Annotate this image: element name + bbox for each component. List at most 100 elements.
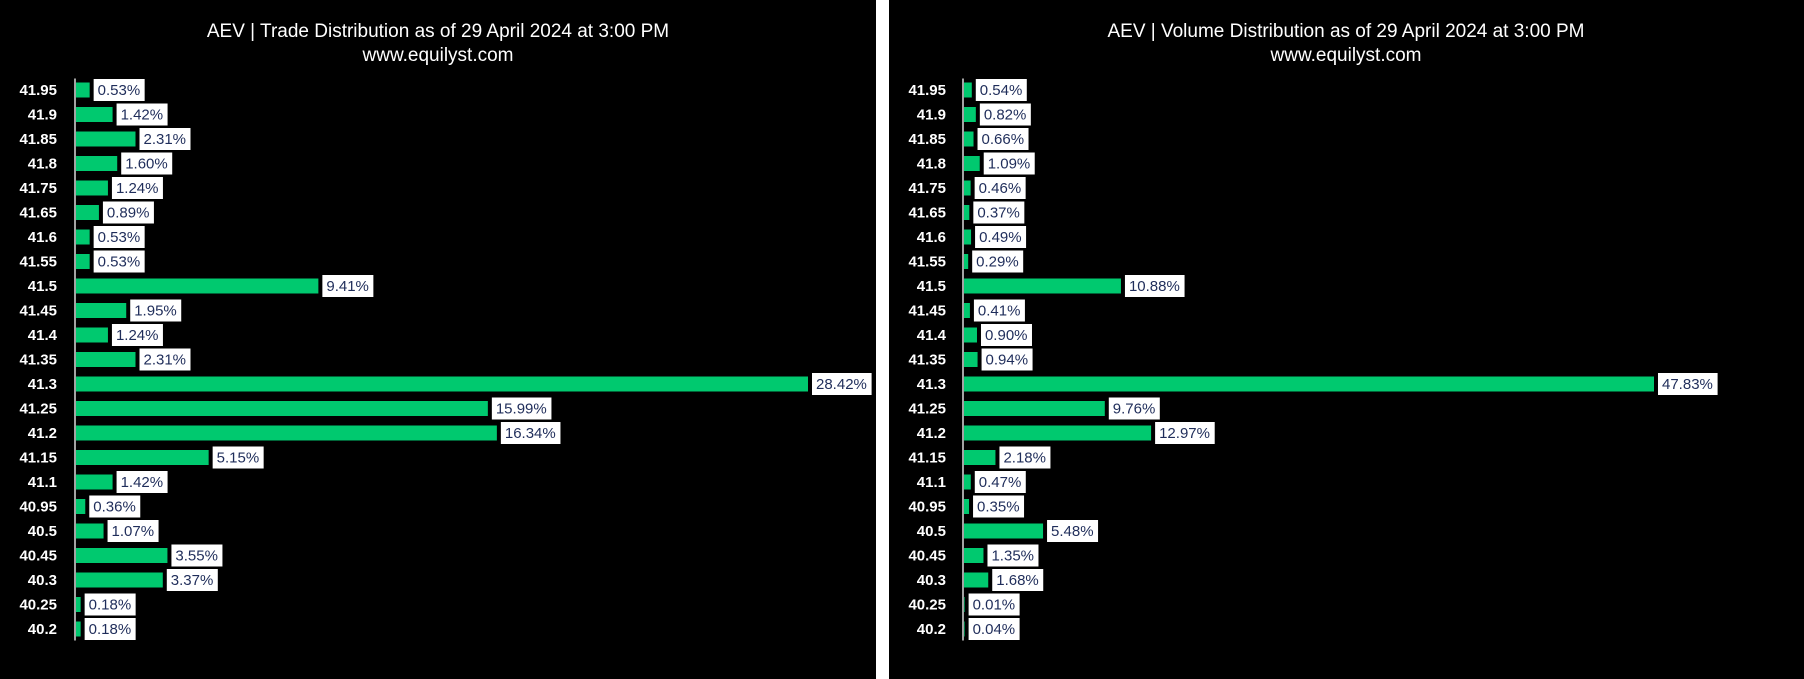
bar [964, 548, 984, 563]
bar [964, 499, 970, 514]
data-label-box [973, 299, 1025, 322]
category-label: 41.9 [917, 107, 946, 124]
bar [964, 131, 974, 147]
bar [964, 450, 996, 465]
data-label-box [1108, 397, 1160, 420]
data-label: 0.29% [976, 254, 1019, 271]
data-label: 0.53% [98, 82, 141, 99]
data-label: 16.34% [505, 425, 556, 442]
bar [76, 303, 127, 318]
data-label: 0.94% [986, 352, 1029, 369]
category-label: 40.25 [908, 597, 946, 614]
data-label-box [93, 250, 145, 273]
bar [76, 621, 81, 637]
data-label-box [139, 348, 191, 371]
bar [964, 523, 1044, 539]
data-label: 47.83% [1662, 376, 1713, 393]
data-label: 0.47% [979, 474, 1022, 491]
category-label: 41.8 [28, 156, 57, 173]
category-label: 41.3 [28, 376, 57, 393]
bar [76, 229, 90, 245]
bar [964, 376, 1654, 392]
data-label: 1.24% [116, 180, 159, 197]
bar [964, 303, 970, 318]
category-label: 41.6 [917, 229, 946, 246]
bar [76, 254, 90, 269]
data-label-box [491, 397, 552, 420]
data-label: 0.66% [982, 131, 1025, 148]
data-label: 0.53% [98, 254, 141, 271]
bar [964, 474, 971, 490]
category-label: 41.55 [19, 254, 57, 271]
data-label: 0.18% [89, 597, 132, 614]
data-label-box [973, 201, 1025, 224]
data-label-box [983, 152, 1035, 175]
data-label: 28.42% [816, 376, 867, 393]
data-label: 1.60% [125, 156, 168, 173]
category-label: 41.45 [19, 303, 57, 320]
data-label: 9.41% [326, 278, 369, 295]
data-label: 1.42% [121, 474, 164, 491]
trade-distribution-panel: AEV | Trade Distribution as of 29 April … [0, 0, 876, 679]
data-label-box [93, 226, 145, 248]
category-label: 41.85 [908, 131, 946, 148]
category-label: 41.9 [28, 107, 57, 124]
category-label: 41.25 [908, 401, 946, 418]
trade-distribution-chart: AEV | Trade Distribution as of 29 April … [19, 21, 872, 641]
category-label: 41.15 [19, 450, 57, 467]
category-label: 41.1 [28, 474, 57, 491]
data-label: 0.89% [107, 205, 150, 222]
data-label-box [102, 201, 154, 224]
data-label-box [979, 103, 1031, 126]
bar [76, 401, 488, 416]
data-label: 5.48% [1051, 523, 1094, 540]
data-label-box [116, 103, 168, 126]
data-label-box [974, 471, 1026, 493]
category-label: 41.2 [28, 425, 57, 442]
data-label-box [107, 520, 159, 542]
bar [76, 107, 113, 122]
category-label: 40.25 [19, 597, 57, 614]
category-label: 41.4 [917, 327, 947, 344]
data-label-box [974, 177, 1026, 199]
data-label: 0.18% [89, 621, 132, 638]
data-label-box [987, 544, 1039, 567]
data-label: 0.37% [977, 205, 1020, 222]
data-label-box [975, 226, 1027, 248]
category-label: 41.85 [19, 131, 57, 148]
bar [964, 278, 1121, 294]
chart-subtitle: www.equilyst.com [1270, 45, 1422, 66]
data-label-box [212, 446, 264, 469]
bar [76, 205, 99, 220]
category-label: 41.3 [917, 376, 946, 393]
data-label: 0.01% [973, 597, 1016, 614]
data-label-box [130, 299, 182, 322]
data-label-box [93, 79, 145, 101]
bar [76, 499, 86, 514]
bar [964, 425, 1152, 441]
data-label: 1.07% [112, 523, 155, 540]
chart-title: AEV | Volume Distribution as of 29 April… [1107, 21, 1584, 42]
data-label: 2.31% [143, 352, 186, 369]
data-label-box [1047, 520, 1099, 542]
data-label-box [84, 593, 136, 616]
category-label: 41.5 [28, 278, 57, 295]
category-label: 41.6 [28, 229, 57, 246]
bar [76, 352, 136, 367]
data-label-box [972, 250, 1024, 273]
data-label-box [84, 618, 136, 640]
category-label: 41.65 [19, 205, 57, 222]
category-label: 41.1 [917, 474, 946, 491]
data-label-box [992, 569, 1044, 591]
data-label-box [116, 471, 168, 493]
bar [964, 156, 980, 171]
category-label: 40.5 [28, 523, 57, 540]
category-label: 40.95 [908, 499, 946, 516]
category-label: 41.95 [19, 82, 57, 99]
bar [964, 572, 989, 588]
data-label: 12.97% [1159, 425, 1210, 442]
data-label: 1.09% [988, 156, 1031, 173]
data-label: 3.37% [171, 572, 214, 589]
data-label-box [1658, 373, 1718, 395]
bar [964, 180, 971, 196]
